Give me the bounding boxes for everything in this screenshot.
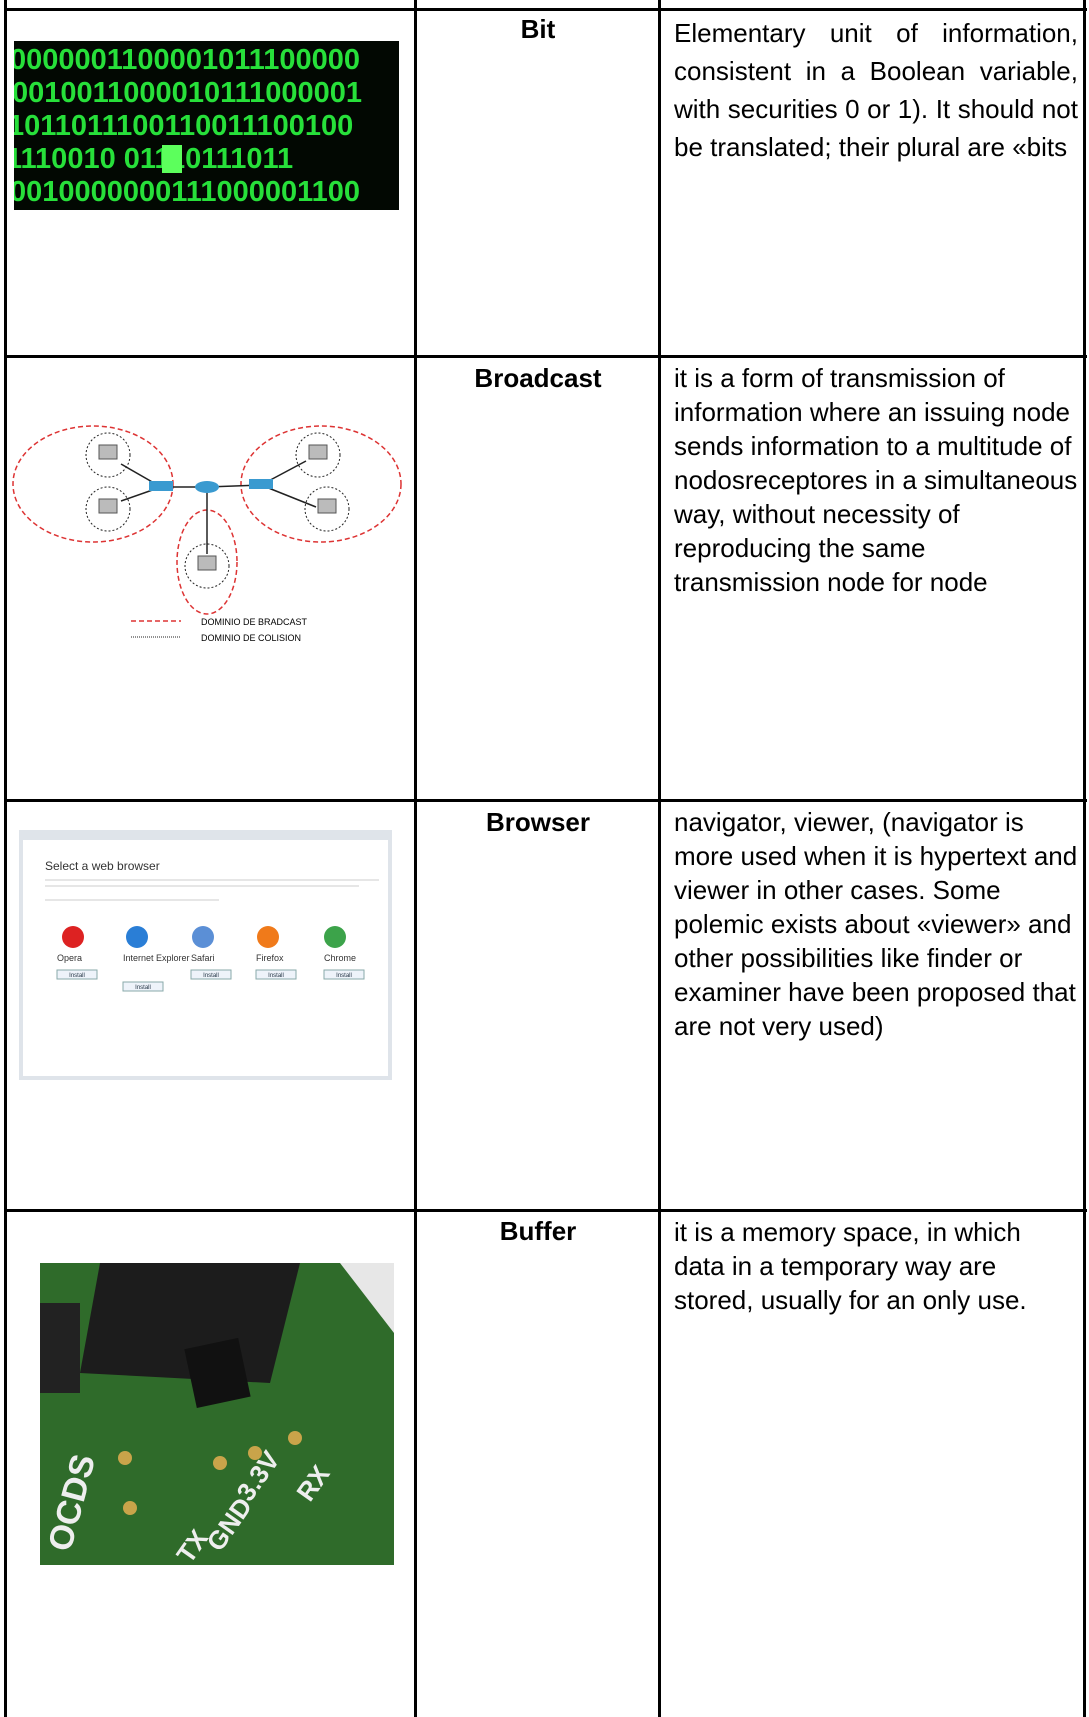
network-diagram: DOMINIO DE BRADCAST DOMINIO DE COLISION xyxy=(12,425,402,643)
border xyxy=(4,0,7,1717)
legend-label: DOMINIO DE COLISION xyxy=(201,633,301,643)
browser-name: Opera xyxy=(57,953,82,963)
browser-name: Internet Explorer xyxy=(123,953,190,963)
install-button: Install xyxy=(135,985,151,991)
binary-line: 0010011000010111000001 xyxy=(14,77,362,109)
binary-line: 0010000000111000001100 xyxy=(14,176,360,208)
border xyxy=(5,8,1087,11)
install-button: Install xyxy=(268,973,284,979)
binary-line: 1110010 01110111011 xyxy=(14,143,293,175)
border xyxy=(414,0,417,1717)
pcb-photo: 3.3V GND RX TX OCDS xyxy=(40,1263,394,1565)
definition: it is a memory space, in which data in a… xyxy=(674,1217,1027,1315)
browser-screenshot: Select a web browser Opera Internet Expl… xyxy=(19,830,392,1080)
legend-label: DOMINIO DE BRADCAST xyxy=(201,617,308,627)
term: Bit xyxy=(520,14,556,44)
border xyxy=(5,799,1087,802)
border xyxy=(658,0,661,1717)
term: Broadcast xyxy=(474,363,602,393)
definition: it is a form of transmission of informat… xyxy=(674,363,1078,597)
term: Browser xyxy=(485,807,591,837)
browser-name: Firefox xyxy=(256,953,284,963)
browser-name: Chrome xyxy=(324,953,356,963)
border xyxy=(1083,0,1086,1717)
screenshot-title: Select a web browser xyxy=(45,859,160,873)
install-button: Install xyxy=(69,973,85,979)
binary-image: 0000001100001011100000 00100110000101110… xyxy=(14,41,399,210)
border xyxy=(5,1209,1087,1212)
binary-line: 0000001100001011100000 xyxy=(14,44,360,76)
definition: navigator, viewer, (navigator is more us… xyxy=(674,807,1078,1041)
term: Buffer xyxy=(499,1216,577,1246)
browser-name: Safari xyxy=(191,953,215,963)
border xyxy=(5,355,1087,358)
binary-line: 1011011100110011100100 xyxy=(14,110,353,142)
install-button: Install xyxy=(203,973,219,979)
install-button: Install xyxy=(336,973,352,979)
definition: Elementary unit of information, consiste… xyxy=(674,18,1078,162)
